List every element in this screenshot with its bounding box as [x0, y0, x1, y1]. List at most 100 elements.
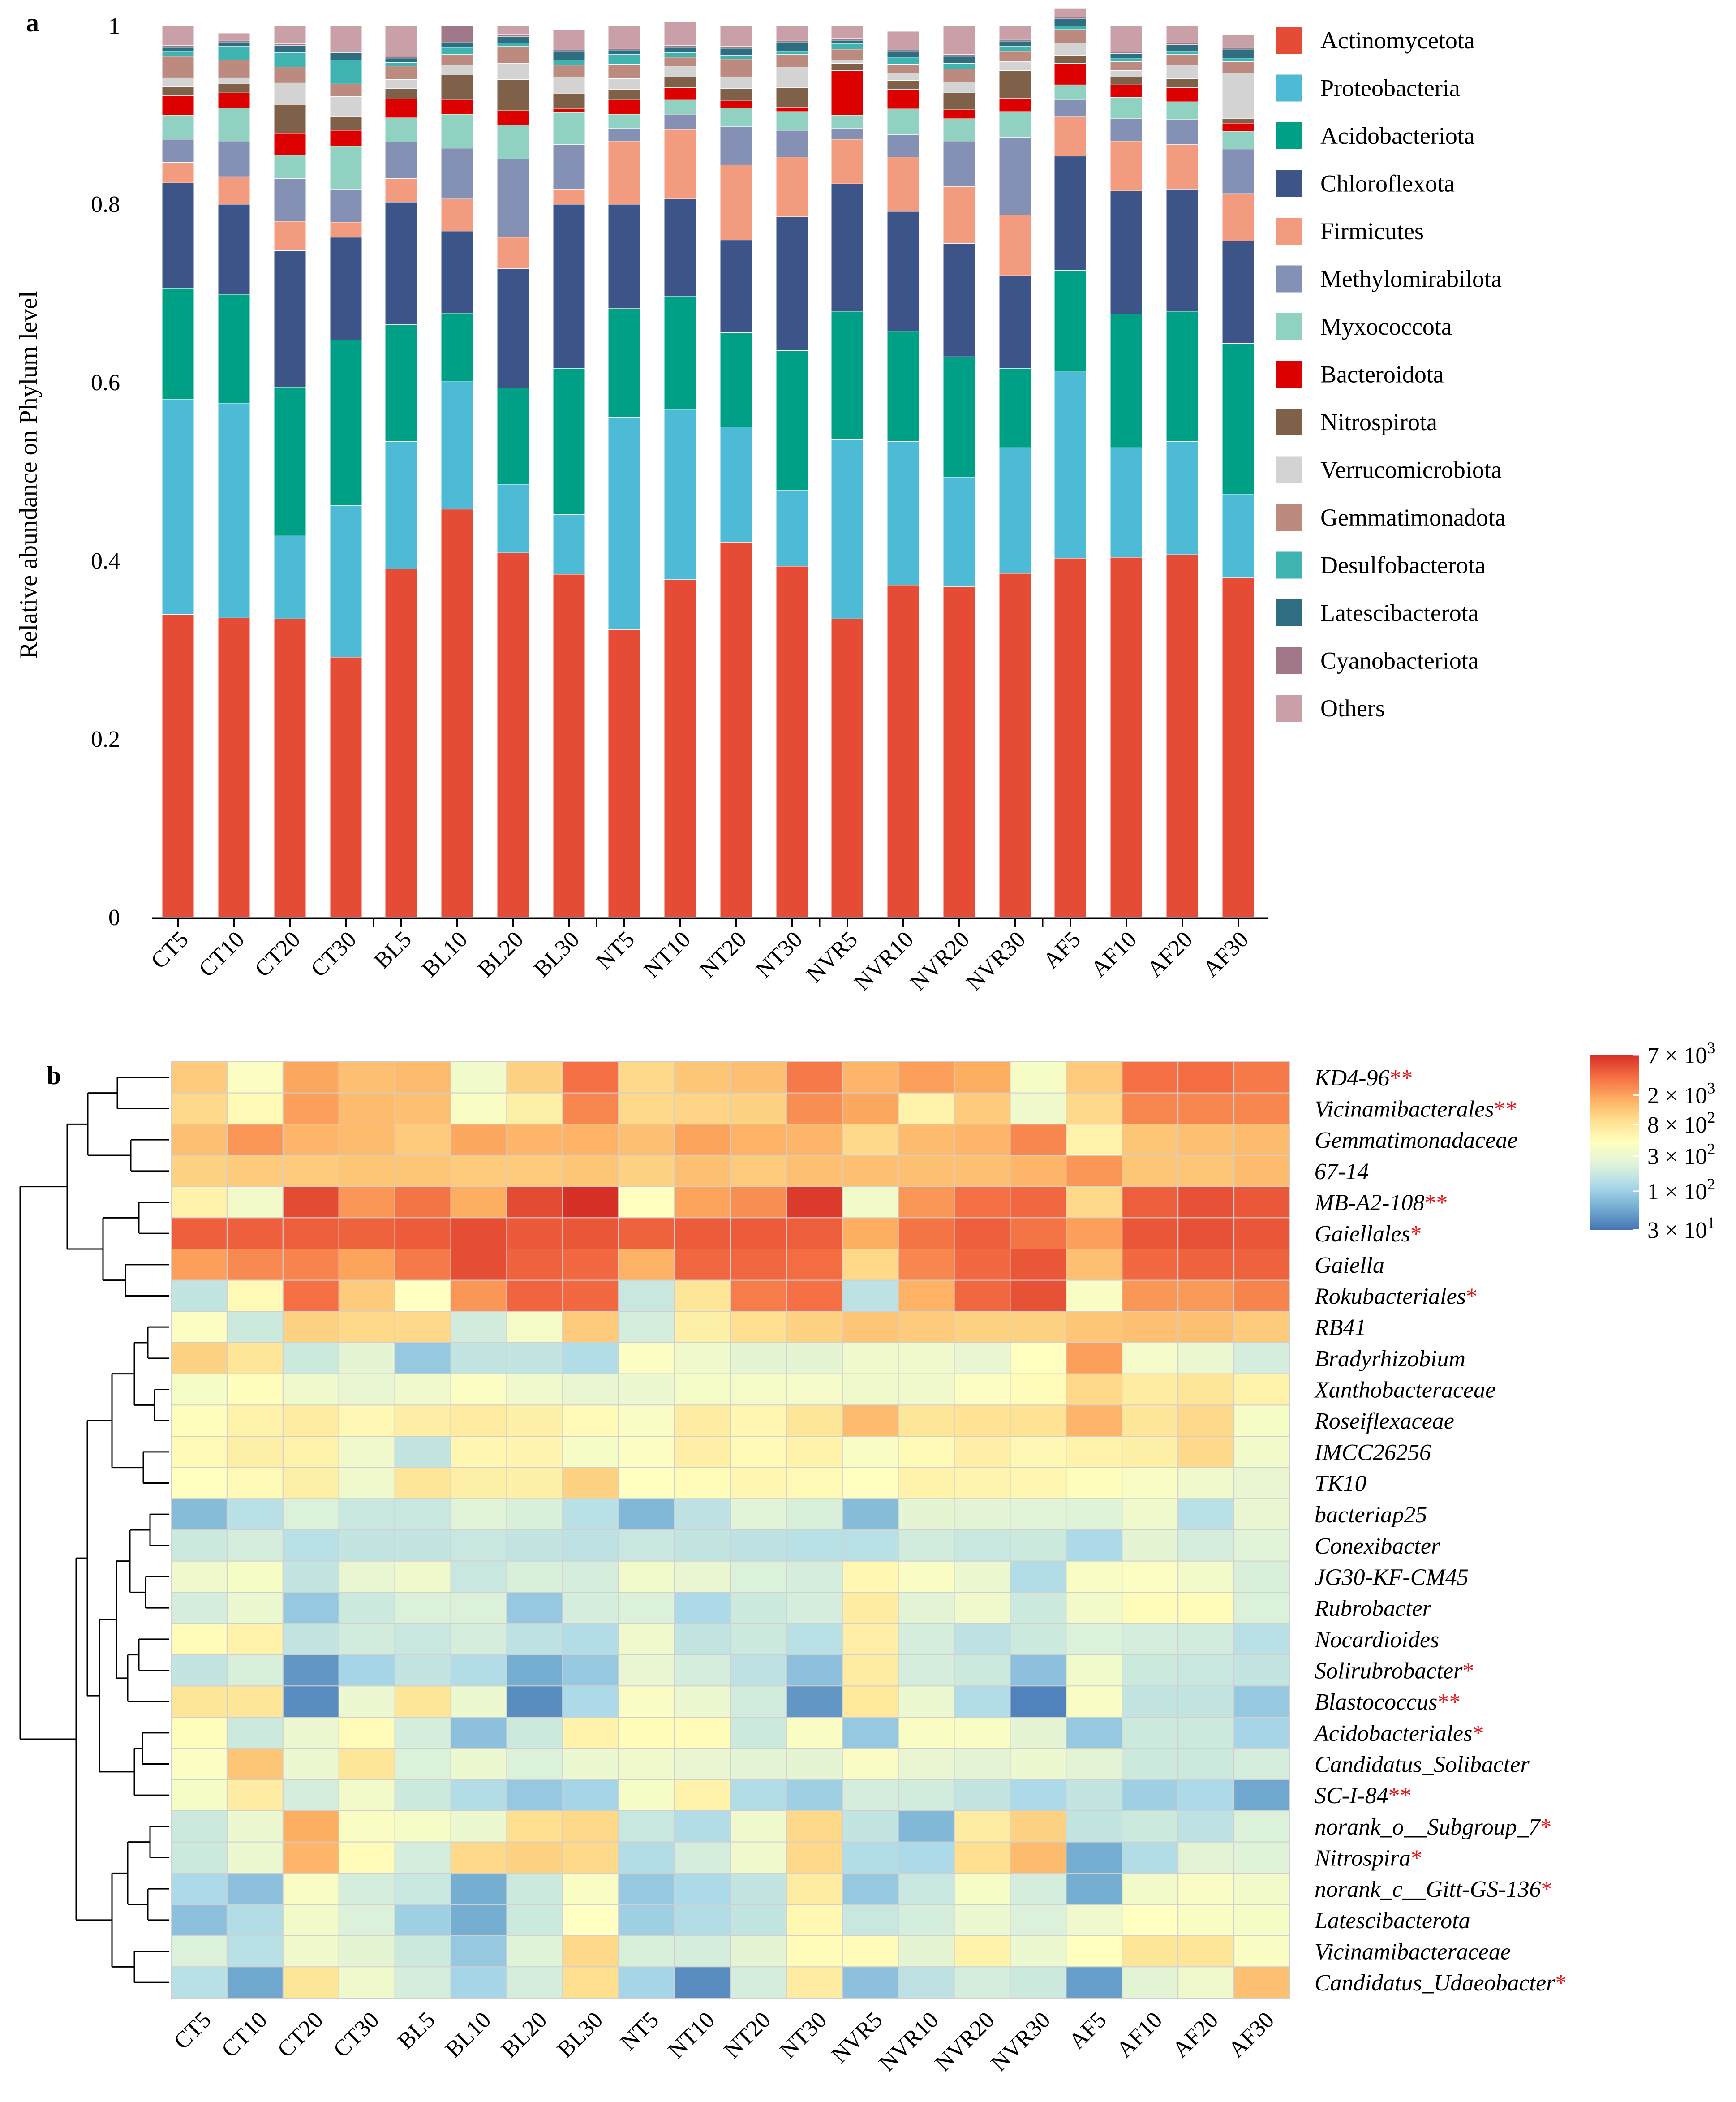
bar-segment-desulfobacterota	[1054, 26, 1087, 30]
bar-segment-proteobacteria	[274, 535, 306, 619]
heatmap-cell	[506, 1155, 563, 1187]
bar-segment-actinomycetota	[218, 617, 250, 918]
heatmap-cell	[1122, 1748, 1179, 1780]
heatmap-cell	[730, 1560, 787, 1593]
bar-segment-proteobacteria	[553, 514, 585, 575]
heatmap-cell	[450, 1467, 507, 1499]
x-tick-label: NVR10	[849, 926, 919, 996]
legend-label: Others	[1320, 695, 1385, 722]
bar-segment-nitrospirota	[664, 76, 696, 88]
heatmap-cell	[842, 1529, 899, 1562]
heatmap-cell	[786, 1217, 843, 1249]
heatmap-cell	[562, 1717, 619, 1749]
heatmap-cell	[786, 1592, 843, 1624]
bar-segment-cyanobacteriota	[1222, 47, 1255, 50]
bar-segment-actinomycetota	[887, 585, 920, 918]
heatmap-cell	[1010, 1935, 1067, 1968]
heatmap-cell	[1233, 1560, 1291, 1593]
row-label: bacteriap25	[1315, 1502, 1427, 1528]
row-label-name: KD4-96	[1314, 1065, 1390, 1091]
bar-segment-desulfobacterota	[943, 63, 975, 69]
row-label-name: norank_o__Subgroup_7	[1315, 1814, 1541, 1840]
bar-segment-nitrospirota	[1054, 55, 1087, 64]
bar-segment-acidobacteriota	[776, 350, 808, 491]
bar-segment-cyanobacteriota	[218, 40, 250, 43]
heatmap-cell	[1233, 1249, 1291, 1281]
heatmap-cell	[786, 1249, 843, 1281]
heatmap-cell	[394, 1810, 451, 1843]
heatmap-cell	[282, 1217, 339, 1249]
column-label: NVR10	[874, 2007, 944, 2076]
heatmap-cell	[1010, 1560, 1067, 1593]
heatmap-cell	[394, 1249, 451, 1281]
heatmap-cell	[394, 1779, 451, 1811]
heatmap-cell	[618, 1436, 675, 1468]
heatmap-cell	[450, 1404, 507, 1437]
heatmap-cell	[338, 1685, 395, 1718]
heatmap-cell	[842, 1748, 899, 1780]
bar-segment-acidobacteriota	[720, 332, 752, 427]
bar-segment-actinomycetota	[330, 657, 362, 918]
column-label: AF20	[1168, 2007, 1223, 2063]
heatmap-cell	[171, 1717, 228, 1749]
heatmap-cell	[506, 1935, 563, 1968]
bar-segment-others	[1110, 26, 1143, 52]
significance-marker: *	[1540, 1814, 1552, 1840]
bar-segment-latescibacterota	[497, 36, 529, 43]
heatmap-cell	[394, 1124, 451, 1156]
row-label-name: Gaiellales	[1315, 1221, 1410, 1247]
heatmap-cell	[1233, 1404, 1291, 1437]
bar-segment-methylomirabilota	[330, 189, 362, 223]
heatmap-cell	[1010, 1373, 1067, 1406]
heatmap-cell	[618, 1779, 675, 1811]
bar-segment-cyanobacteriota	[330, 51, 362, 53]
heatmap-cell	[954, 1124, 1011, 1156]
heatmap-cell	[282, 1623, 339, 1655]
column-label: NT10	[663, 2007, 720, 2063]
bar-segment-methylomirabilota	[999, 137, 1031, 215]
heatmap-cell	[786, 1841, 843, 1874]
heatmap-cell	[506, 1124, 563, 1156]
bar-segment-bacteroidota	[553, 108, 585, 113]
bar-segment-others	[887, 31, 920, 50]
bar-segment-acidobacteriota	[664, 296, 696, 410]
heatmap-cell	[562, 1342, 619, 1374]
row-label: Conexibacter	[1315, 1533, 1440, 1559]
heatmap-cell	[786, 1623, 843, 1655]
heatmap-cell	[394, 1748, 451, 1780]
heatmap-cell	[842, 1124, 899, 1156]
heatmap-cell	[226, 1373, 284, 1406]
heatmap-cell	[1010, 1779, 1067, 1811]
bar-segment-bacteroidota	[608, 99, 640, 115]
bar-segment-latescibacterota	[608, 50, 640, 55]
heatmap-cell	[954, 1592, 1011, 1624]
heatmap-cell	[1177, 1311, 1235, 1343]
colorbar-tick-label: 2 × 103	[1647, 1079, 1715, 1109]
bar-segment-methylomirabilota	[887, 134, 920, 158]
heatmap-cell	[394, 1404, 451, 1437]
heatmap-cell	[954, 1717, 1011, 1749]
bar-segment-chloroflexota	[274, 250, 306, 388]
heatmap-cell	[226, 1061, 284, 1094]
bar-segment-verrucomicrobiota	[441, 65, 473, 75]
heatmap-cell	[171, 1966, 228, 1999]
heatmap-cell	[562, 1373, 619, 1406]
legend-label: Verrucomicrobiota	[1320, 457, 1502, 483]
heatmap-cell	[1122, 1560, 1179, 1593]
heatmap-cell	[338, 1654, 395, 1687]
heatmap-cell	[394, 1560, 451, 1593]
heatmap-cell	[730, 1841, 787, 1874]
row-label: SC-I-84**	[1315, 1783, 1412, 1809]
heatmap-cell	[1066, 1685, 1123, 1718]
legend-label: Cyanobacteriota	[1320, 647, 1479, 674]
heatmap-cell	[786, 1498, 843, 1530]
bar-segment-gemmatimonadota	[720, 59, 752, 77]
heatmap-cell	[338, 1467, 395, 1499]
heatmap-cell	[562, 1779, 619, 1811]
heatmap-cell	[618, 1841, 675, 1874]
heatmap-cell	[954, 1279, 1011, 1312]
heatmap-cell	[898, 1623, 955, 1655]
legend-swatch	[1276, 695, 1302, 722]
heatmap-cell	[226, 1592, 284, 1624]
heatmap-cell	[730, 1061, 787, 1094]
